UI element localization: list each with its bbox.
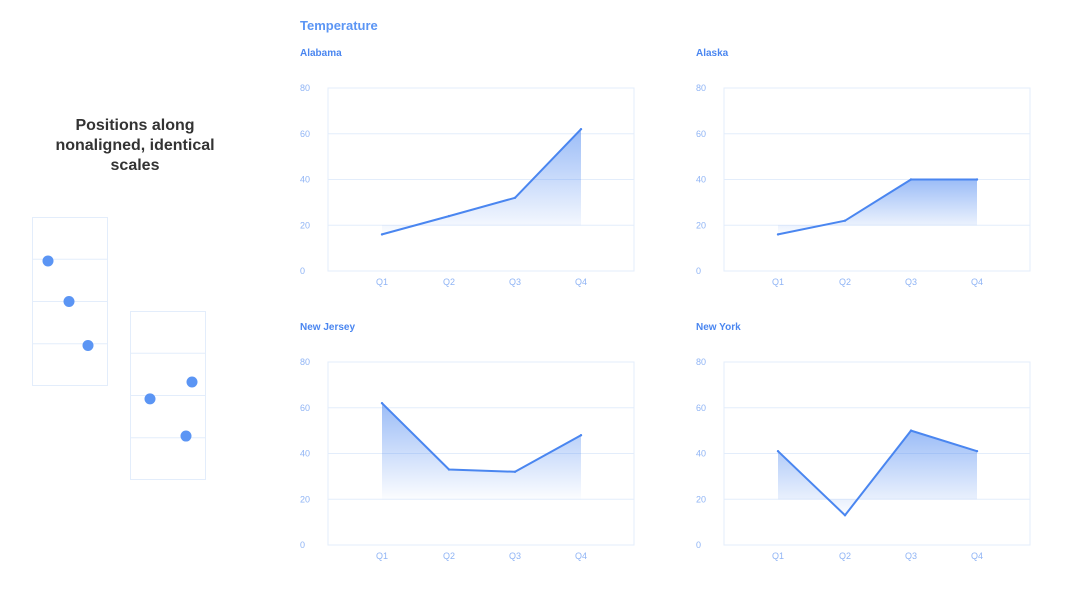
data-point [380, 401, 384, 405]
y-tick-label: 20 [300, 220, 310, 230]
data-point [380, 233, 384, 236]
series-line [777, 178, 977, 236]
illustration-scale-box [32, 217, 108, 386]
y-tick-label: 60 [300, 403, 310, 413]
small-multiple-chart: New York 0 20 40 60 80 Q1 Q2 Q3 Q4 [696, 322, 1036, 572]
x-tick-label: Q1 [376, 277, 388, 287]
small-multiple-chart: Alabama 0 20 40 60 80 Q1 Q2 Q3 Q4 [300, 48, 640, 298]
illustration-scale-svg [130, 311, 206, 480]
x-tick-label: Q1 [772, 551, 784, 561]
y-tick-label: 60 [696, 129, 706, 139]
data-point [776, 233, 780, 236]
chart-title: Temperature [300, 18, 378, 33]
x-tick-label: Q1 [772, 277, 784, 287]
x-tick-label: Q3 [905, 277, 917, 287]
x-tick-label: Q1 [376, 551, 388, 561]
data-point [843, 219, 847, 222]
x-tick-label: Q4 [575, 551, 587, 561]
x-tick-label: Q2 [839, 277, 851, 287]
y-tick-label: 60 [696, 403, 706, 413]
x-tick-label: Q4 [971, 277, 983, 287]
small-multiple-chart: New Jersey 0 20 40 60 80 Q1 Q2 Q3 Q4 [300, 322, 640, 572]
series-line [777, 429, 978, 517]
series-line [381, 128, 582, 236]
x-tick-label: Q3 [509, 277, 521, 287]
x-tick-label: Q4 [575, 277, 587, 287]
data-point [447, 468, 451, 471]
y-tick-label: 80 [696, 83, 706, 93]
y-tick-label: 20 [696, 494, 706, 504]
panel-title: Alaska [696, 48, 729, 59]
data-point [909, 429, 913, 432]
x-tick-label: Q2 [443, 277, 455, 287]
illustration-dot [42, 255, 54, 267]
y-tick-label: 40 [300, 449, 310, 459]
chart-svg: 0 20 40 60 80 Q1 Q2 Q3 Q4 [696, 357, 1031, 561]
chart-svg: 0 20 40 60 80 Q1 Q2 Q3 Q4 [696, 83, 1031, 287]
chart-svg: 0 20 40 60 80 Q1 Q2 Q3 Q4 [300, 83, 635, 287]
data-point [447, 214, 451, 218]
panel-title: Alabama [300, 48, 342, 59]
panel-title: New York [696, 322, 741, 333]
series-line [381, 402, 582, 473]
data-point [579, 127, 583, 131]
y-tick-label: 80 [300, 357, 310, 367]
illustration-caption: Positions along nonaligned, identical sc… [55, 117, 215, 174]
illustration-scale-svg [32, 217, 108, 386]
area-fill [778, 430, 977, 516]
illustration-dot [144, 393, 156, 405]
x-tick-label: Q4 [971, 551, 983, 561]
data-point [579, 434, 583, 437]
y-tick-label: 0 [696, 540, 701, 550]
data-point [975, 450, 979, 453]
illustration-dot [63, 296, 75, 307]
data-point [513, 470, 517, 473]
x-tick-label: Q3 [905, 551, 917, 561]
illustration-scale-box [130, 311, 206, 480]
illustration-dot [186, 376, 198, 388]
data-point [843, 514, 847, 517]
data-point [513, 196, 517, 199]
y-tick-label: 20 [300, 494, 310, 504]
y-tick-label: 0 [300, 266, 305, 276]
y-tick-label: 20 [696, 220, 706, 230]
data-point [909, 178, 913, 181]
area-fill [382, 403, 581, 500]
area-fill [382, 129, 581, 235]
y-tick-label: 40 [696, 449, 706, 459]
data-point [776, 450, 780, 453]
area-fill [778, 179, 977, 235]
chart-svg: 0 20 40 60 80 Q1 Q2 Q3 Q4 [300, 357, 635, 561]
small-multiple-chart: Alaska 0 20 40 60 80 Q1 Q2 Q3 Q4 [696, 48, 1036, 298]
x-tick-label: Q2 [839, 551, 851, 561]
y-tick-label: 40 [300, 175, 310, 185]
illustration-dot [180, 430, 192, 442]
y-tick-label: 0 [696, 266, 701, 276]
y-tick-label: 40 [696, 175, 706, 185]
panel-title: New Jersey [300, 322, 356, 333]
illustration-dot [82, 339, 94, 351]
data-point [975, 178, 979, 181]
y-tick-label: 80 [696, 357, 706, 367]
y-tick-label: 0 [300, 540, 305, 550]
x-tick-label: Q3 [509, 551, 521, 561]
y-tick-label: 60 [300, 129, 310, 139]
x-tick-label: Q2 [443, 551, 455, 561]
y-tick-label: 80 [300, 83, 310, 93]
